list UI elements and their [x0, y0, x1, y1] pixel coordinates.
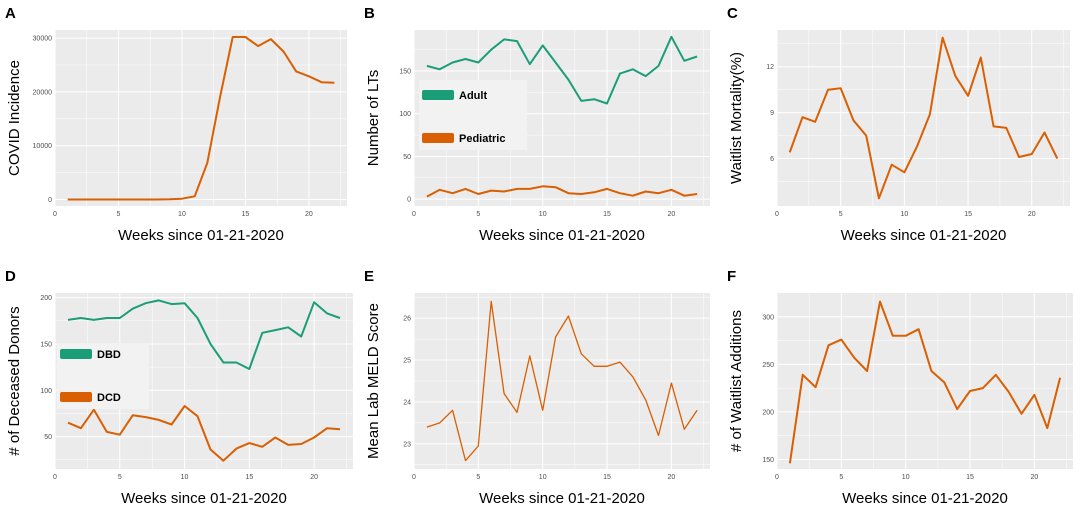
panel-f-plot-background [777, 293, 1073, 469]
panel-e-x-tick-label: 20 [667, 474, 675, 481]
panel-b-x-tick-label: 15 [603, 211, 611, 218]
panel-d-x-tick-label: 15 [245, 474, 253, 481]
panel-b-legend-key-adult [422, 90, 454, 100]
panel-e-x-tick-label: 15 [603, 474, 611, 481]
panel-c-x-tick-label: 15 [964, 211, 972, 218]
panel-a: 0 5 10 15 20 0 10000 20000 30000 Weeks since 01-2… [5, 5, 347, 244]
panel-d-x-tick-label: 0 [53, 474, 57, 481]
panel-d-x-axis-title: Weeks since 01-21-2020 [121, 490, 287, 507]
panel-b-x-tick-label: 5 [476, 211, 480, 218]
panel-c-x-tick-label: 0 [775, 211, 779, 218]
panel-c-y-tick-label: 12 [766, 64, 774, 71]
panel-d-series-line-dbd [67, 299, 341, 370]
panel-a-y-tick-label: 30000 [33, 36, 53, 43]
panel-e-y-tick-label: 23 [403, 441, 411, 448]
panel-c-x-tick-label: 5 [839, 211, 843, 218]
panel-f-x-tick-label: 0 [775, 474, 779, 481]
panel-d-legend-key-dbd [60, 349, 92, 359]
panel-f-y-tick-label: 150 [762, 457, 774, 464]
panel-e-y-axis-title: Mean Lab MELD Score [365, 303, 382, 459]
panel-e-y-tick-label: 25 [403, 358, 411, 365]
panel-e-y-tick-label: 26 [403, 316, 411, 323]
panel-f-x-axis-title: Weeks since 01-21-2020 [842, 490, 1008, 507]
panel-e-x-tick-label: 5 [476, 474, 480, 481]
panel-c-letter: C [727, 5, 738, 22]
panel-a-x-tick-label: 20 [305, 211, 313, 218]
panel-d-y-tick-label: 200 [40, 295, 52, 302]
panel-a-x-tick-label: 15 [242, 211, 250, 218]
panel-f-x-tick-label: 15 [966, 474, 974, 481]
panel-b-y-tick-label: 100 [399, 111, 411, 118]
panel-d-x-tick-label: 20 [310, 474, 318, 481]
panel-b-legend-label-pediatric: Pediatric [459, 133, 505, 145]
panel-f-y-tick-label: 300 [762, 314, 774, 321]
panel-b-y-tick-label: 50 [403, 154, 411, 161]
panel-a-plot-background [55, 30, 347, 206]
panel-f-y-axis-title: # of Waitlist Additions [728, 310, 745, 452]
panel-f-x-tick-label: 10 [902, 474, 910, 481]
panel-e-x-axis-title: Weeks since 01-21-2020 [479, 490, 645, 507]
panel-b-y-axis-title: Number of LTs [365, 70, 382, 166]
panel-b-legend-key-pediatric [422, 133, 454, 143]
panel-f-letter: F [727, 268, 736, 285]
panel-b-x-tick-label: 20 [667, 211, 675, 218]
panel-b-x-tick-label: 0 [412, 211, 416, 218]
panel-c-x-axis-title: Weeks since 01-21-2020 [841, 227, 1007, 244]
panel-f-x-tick-label: 20 [1030, 474, 1038, 481]
panel-e-series-line-mean-lab-meld-score [426, 300, 698, 462]
panel-f-series-line-waitlist-additions [788, 300, 1062, 464]
panel-a-letter: A [5, 5, 16, 22]
panel-b-y-tick-label: 150 [399, 69, 411, 76]
panel-e-y-tick-label: 24 [403, 399, 411, 406]
panel-a-y-tick-label: 10000 [33, 143, 53, 150]
panel-e-x-tick-label: 0 [412, 474, 416, 481]
panel-a-y-tick-label: 20000 [33, 89, 53, 96]
panel-d: 0 5 10 15 20 50 100 150 200 DBD DCD Weeks since 01-… [5, 268, 353, 507]
panel-b-letter: B [364, 5, 375, 22]
panel-d-y-tick-label: 150 [40, 341, 52, 348]
panel-b-x-tick-label: 10 [539, 211, 547, 218]
panel-b-y-tick-label: 0 [407, 197, 411, 204]
panel-b-series-line-pediatric [426, 185, 698, 198]
panel-c-x-tick-label: 10 [900, 211, 908, 218]
panel-c-y-axis-title: Waitlist Mortality(%) [728, 52, 745, 184]
panel-b-series-line-adult [426, 35, 698, 105]
panel-d-x-tick-label: 5 [118, 474, 122, 481]
panel-f-x-tick-label: 5 [839, 474, 843, 481]
panel-a-series-line-covid-incidence [67, 36, 335, 201]
panel-c-x-tick-label: 20 [1028, 211, 1036, 218]
panel-a-y-tick-label: 0 [48, 197, 52, 204]
panel-a-x-tick-label: 0 [53, 211, 57, 218]
panel-c-plot-background [777, 30, 1070, 206]
panel-d-legend-key-dcd [60, 392, 92, 402]
panel-e: 0 5 10 15 20 23 24 25 26 Weeks since 01-21-2020 Me… [364, 268, 710, 507]
panel-c-y-tick-label: 6 [770, 156, 774, 163]
panel-c-y-tick-label: 9 [770, 110, 774, 117]
panel-a-x-tick-label: 5 [117, 211, 121, 218]
panel-d-y-tick-label: 100 [40, 388, 52, 395]
panel-d-letter: D [5, 268, 16, 285]
panel-d-x-tick-label: 10 [181, 474, 189, 481]
panel-a-x-tick-label: 10 [178, 211, 186, 218]
panel-f-y-tick-label: 200 [762, 409, 774, 416]
panel-a-x-axis-title: Weeks since 01-21-2020 [118, 227, 284, 244]
panel-d-legend-label-dbd: DBD [97, 349, 121, 361]
panel-b-x-axis-title: Weeks since 01-21-2020 [479, 227, 645, 244]
panel-d-y-axis-title: # of Deceased Donors [6, 306, 23, 455]
panel-a-y-axis-title: COVID Incidence [6, 60, 23, 176]
panel-b: 0 5 10 15 20 0 50 100 150 Adult Pediatric Weeks sin… [364, 5, 710, 244]
panel-d-series-line-dcd [67, 405, 341, 462]
panel-e-x-tick-label: 10 [539, 474, 547, 481]
panel-d-y-tick-label: 50 [44, 434, 52, 441]
panel-f-y-tick-label: 250 [762, 362, 774, 369]
panel-c: 0 5 10 15 20 6 9 12 Weeks since 01-21-2020 Waitli… [727, 5, 1070, 244]
panel-b-legend-label-adult: Adult [459, 90, 487, 102]
panel-e-letter: E [364, 268, 374, 285]
panel-d-legend-label-dcd: DCD [97, 392, 121, 404]
panel-c-series-line-waitlist-mortality [788, 36, 1059, 200]
